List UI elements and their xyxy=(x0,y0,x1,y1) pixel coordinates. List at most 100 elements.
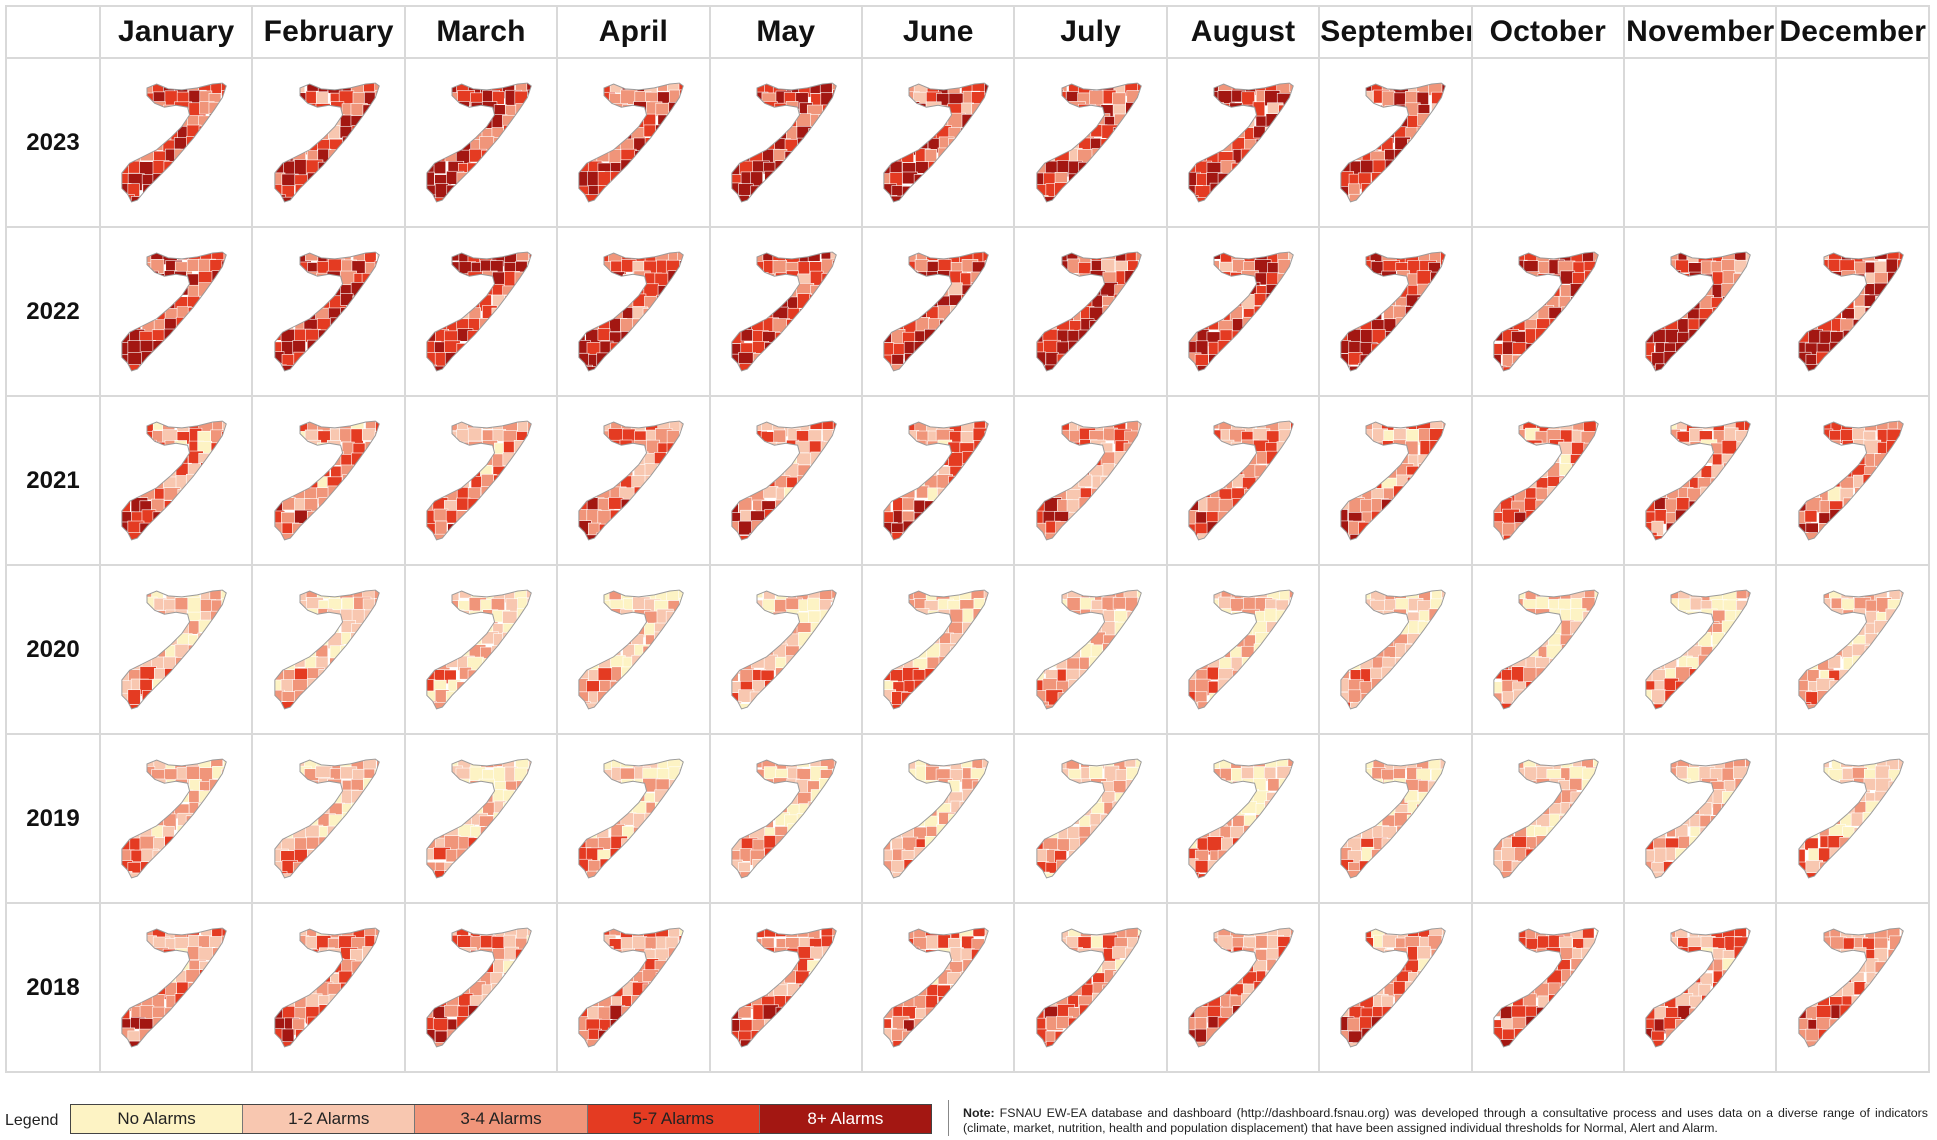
district-region xyxy=(514,689,529,703)
district-region xyxy=(1547,508,1563,521)
district-region xyxy=(1898,341,1904,359)
district-region xyxy=(731,259,742,274)
district-region xyxy=(579,643,590,657)
district-region xyxy=(916,621,932,639)
district-region xyxy=(353,364,371,371)
district-region xyxy=(808,127,823,143)
district-region xyxy=(340,317,356,333)
district-region xyxy=(807,521,826,537)
district-region xyxy=(821,680,837,697)
district-region xyxy=(774,331,792,344)
district-region xyxy=(426,102,440,119)
map-cell xyxy=(708,564,864,735)
district-region xyxy=(644,330,661,348)
district-region xyxy=(926,642,941,659)
district-region xyxy=(186,523,200,539)
district-region xyxy=(1736,655,1750,673)
district-region xyxy=(984,622,989,639)
district-region xyxy=(1748,429,1751,444)
district-region xyxy=(974,295,989,311)
district-region xyxy=(740,251,754,264)
district-region xyxy=(436,589,453,602)
district-region xyxy=(1036,307,1048,322)
district-region xyxy=(982,251,989,264)
district-region xyxy=(211,666,227,684)
map-cell xyxy=(251,57,406,228)
district-region xyxy=(1664,631,1678,649)
district-region xyxy=(939,642,957,658)
district-region xyxy=(1208,429,1222,443)
country-outline xyxy=(731,420,837,541)
district-region xyxy=(739,589,755,601)
district-region xyxy=(127,688,141,705)
district-region xyxy=(456,113,473,130)
district-region xyxy=(1534,451,1552,466)
district-region xyxy=(890,429,906,444)
district-region xyxy=(1266,534,1282,540)
district-region xyxy=(796,690,814,704)
district-region xyxy=(1370,701,1388,709)
district-region xyxy=(1689,620,1703,635)
district-region xyxy=(903,135,918,152)
district-region xyxy=(1123,339,1138,353)
district-region xyxy=(446,589,460,601)
district-region xyxy=(579,352,590,366)
district-region xyxy=(1419,633,1438,648)
district-region xyxy=(982,282,989,298)
district-region xyxy=(961,195,977,202)
district-region xyxy=(1428,485,1446,501)
district-region xyxy=(1043,282,1057,299)
district-region xyxy=(1723,354,1737,369)
district-region xyxy=(482,657,495,672)
district-region xyxy=(1091,147,1109,165)
district-region xyxy=(1114,535,1130,540)
district-region xyxy=(1188,149,1202,163)
district-region xyxy=(1817,363,1832,371)
district-region xyxy=(1188,251,1200,263)
district-region xyxy=(1666,281,1682,299)
district-region xyxy=(751,102,765,117)
district-region xyxy=(1197,305,1215,321)
district-region xyxy=(1744,691,1751,705)
alarm-map xyxy=(426,251,532,372)
district-region xyxy=(375,305,379,320)
district-region xyxy=(951,354,967,368)
district-region xyxy=(974,124,987,139)
district-region xyxy=(913,607,930,626)
district-region xyxy=(785,184,801,198)
district-region xyxy=(1277,305,1294,320)
district-region xyxy=(1897,329,1904,347)
district-region xyxy=(749,589,763,598)
district-region xyxy=(1732,497,1746,513)
district-region xyxy=(1241,90,1255,106)
district-region xyxy=(199,486,216,503)
district-region xyxy=(1815,463,1829,478)
district-region xyxy=(654,475,672,489)
district-region xyxy=(1045,589,1059,600)
district-region xyxy=(1123,194,1141,202)
district-region xyxy=(1594,476,1599,492)
district-region xyxy=(1090,535,1107,540)
district-region xyxy=(525,353,532,370)
district-region xyxy=(1102,183,1118,199)
district-region xyxy=(587,306,605,324)
district-region xyxy=(938,173,957,191)
district-region xyxy=(1055,441,1070,459)
district-region xyxy=(1722,439,1738,454)
district-region xyxy=(200,162,214,177)
month-header: April xyxy=(556,5,711,59)
district-region xyxy=(751,519,768,533)
district-region xyxy=(445,702,462,709)
district-region xyxy=(903,113,918,128)
district-region xyxy=(223,644,227,663)
country-outline xyxy=(1645,589,1752,710)
district-region xyxy=(446,282,461,296)
district-region xyxy=(1044,82,1057,97)
district-region xyxy=(784,667,801,682)
district-region xyxy=(502,318,518,336)
district-region xyxy=(1885,533,1904,540)
district-region xyxy=(1373,364,1388,371)
district-region xyxy=(446,621,460,639)
district-region xyxy=(479,352,495,367)
district-region xyxy=(666,476,680,490)
